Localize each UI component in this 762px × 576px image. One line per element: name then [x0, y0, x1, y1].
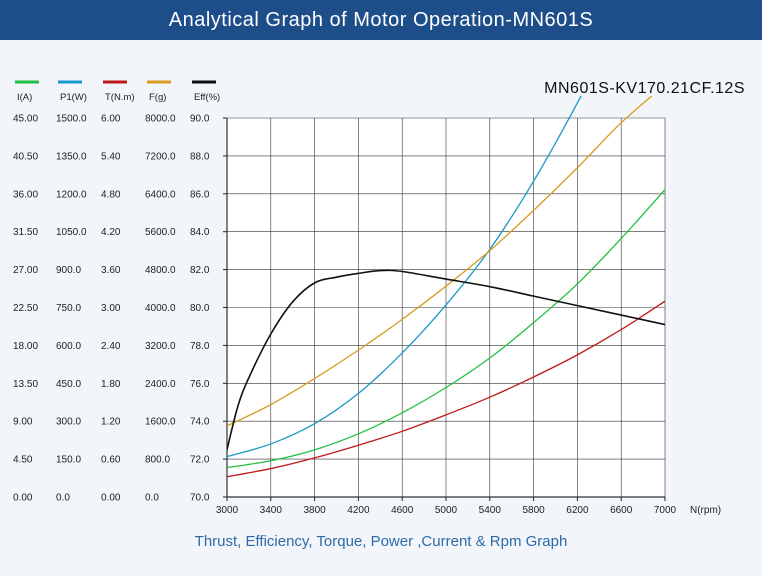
- y-tick-label-efficiency: 70.0: [190, 493, 210, 504]
- model-label: MN601S-KV170.21CF.12S: [544, 80, 745, 97]
- y-tick-label-current: 9.00: [13, 417, 33, 428]
- y-tick-label-power: 900.0: [56, 265, 81, 276]
- y-tick-label-torque: 1.80: [101, 379, 121, 390]
- chart-caption: Thrust, Efficiency, Torque, Power ,Curre…: [194, 533, 568, 550]
- y-tick-label-thrust: 4000.0: [145, 303, 176, 314]
- y-tick-label-torque: 4.80: [101, 189, 121, 200]
- axis-label-current: I(A): [17, 92, 32, 103]
- y-tick-label-torque: 6.00: [101, 114, 121, 125]
- y-tick-label-current: 22.50: [13, 303, 38, 314]
- y-tick-label-efficiency: 74.0: [190, 417, 210, 428]
- y-tick-label-power: 0.0: [56, 493, 70, 504]
- y-tick-label-efficiency: 78.0: [190, 341, 210, 352]
- page-title: Analytical Graph of Motor Operation-MN60…: [168, 8, 594, 31]
- y-tick-label-power: 1500.0: [56, 114, 87, 125]
- y-tick-label-efficiency: 88.0: [190, 151, 210, 162]
- y-tick-label-torque: 0.60: [101, 455, 121, 466]
- y-tick-label-thrust: 800.0: [145, 455, 170, 466]
- x-tick-label: 4600: [391, 505, 414, 516]
- series-line-torque: [227, 300, 665, 478]
- axis-label-thrust: F(g): [149, 92, 166, 103]
- y-tick-label-torque: 3.60: [101, 265, 121, 276]
- y-tick-label-current: 40.50: [13, 151, 38, 162]
- series-line-power: [227, 96, 582, 458]
- y-tick-label-current: 27.00: [13, 265, 38, 276]
- y-tick-label-power: 600.0: [56, 341, 81, 352]
- x-tick-label: 7000: [654, 505, 677, 516]
- series-line-thrust: [227, 96, 653, 427]
- y-tick-label-thrust: 8000.0: [145, 114, 176, 125]
- x-tick-label: 3400: [260, 505, 283, 516]
- y-tick-label-thrust: 5600.0: [145, 227, 176, 238]
- y-tick-label-torque: 1.20: [101, 417, 121, 428]
- y-tick-label-thrust: 0.0: [145, 493, 159, 504]
- y-tick-label-power: 150.0: [56, 455, 81, 466]
- y-tick-label-current: 18.00: [13, 341, 38, 352]
- title-bar: Analytical Graph of Motor Operation-MN60…: [0, 0, 762, 40]
- x-tick-label: 6200: [566, 505, 589, 516]
- y-tick-label-current: 36.00: [13, 189, 38, 200]
- y-tick-label-torque: 5.40: [101, 151, 121, 162]
- x-tick-label: 4200: [347, 505, 370, 516]
- y-tick-label-current: 31.50: [13, 227, 38, 238]
- x-tick-label: 3800: [303, 505, 326, 516]
- y-tick-label-efficiency: 72.0: [190, 455, 210, 466]
- y-tick-label-thrust: 4800.0: [145, 265, 176, 276]
- y-tick-label-power: 1050.0: [56, 227, 87, 238]
- y-tick-label-current: 13.50: [13, 379, 38, 390]
- y-tick-label-power: 1350.0: [56, 151, 87, 162]
- x-tick-label: 6600: [610, 505, 633, 516]
- x-axis-unit-label: N(rpm): [690, 505, 721, 516]
- axis-label-torque: T(N.m): [105, 92, 135, 103]
- y-tick-label-current: 0.00: [13, 493, 33, 504]
- y-tick-label-torque: 0.00: [101, 493, 121, 504]
- y-tick-label-current: 45.00: [13, 114, 38, 125]
- y-tick-label-power: 750.0: [56, 303, 81, 314]
- y-tick-label-efficiency: 84.0: [190, 227, 210, 238]
- axis-label-power: P1(W): [60, 92, 87, 103]
- y-tick-label-thrust: 3200.0: [145, 341, 176, 352]
- series-line-efficiency: [227, 269, 665, 450]
- y-tick-label-thrust: 6400.0: [145, 189, 176, 200]
- x-tick-label: 5000: [435, 505, 458, 516]
- y-tick-label-power: 450.0: [56, 379, 81, 390]
- x-tick-label: 3000: [216, 505, 239, 516]
- axis-label-efficiency: Eff(%): [194, 92, 220, 103]
- y-tick-label-thrust: 7200.0: [145, 151, 176, 162]
- y-tick-label-efficiency: 76.0: [190, 379, 210, 390]
- y-tick-label-power: 1200.0: [56, 189, 87, 200]
- y-tick-label-torque: 4.20: [101, 227, 121, 238]
- y-tick-label-efficiency: 80.0: [190, 303, 210, 314]
- x-tick-label: 5400: [479, 505, 502, 516]
- y-tick-label-thrust: 1600.0: [145, 417, 176, 428]
- x-tick-label: 5800: [522, 505, 545, 516]
- y-tick-label-thrust: 2400.0: [145, 379, 176, 390]
- y-tick-label-current: 4.50: [13, 455, 33, 466]
- y-tick-label-power: 300.0: [56, 417, 81, 428]
- y-tick-label-efficiency: 90.0: [190, 114, 210, 125]
- y-tick-label-torque: 2.40: [101, 341, 121, 352]
- y-tick-label-efficiency: 86.0: [190, 189, 210, 200]
- y-tick-label-efficiency: 82.0: [190, 265, 210, 276]
- y-tick-label-torque: 3.00: [101, 303, 121, 314]
- series-line-current: [227, 189, 665, 469]
